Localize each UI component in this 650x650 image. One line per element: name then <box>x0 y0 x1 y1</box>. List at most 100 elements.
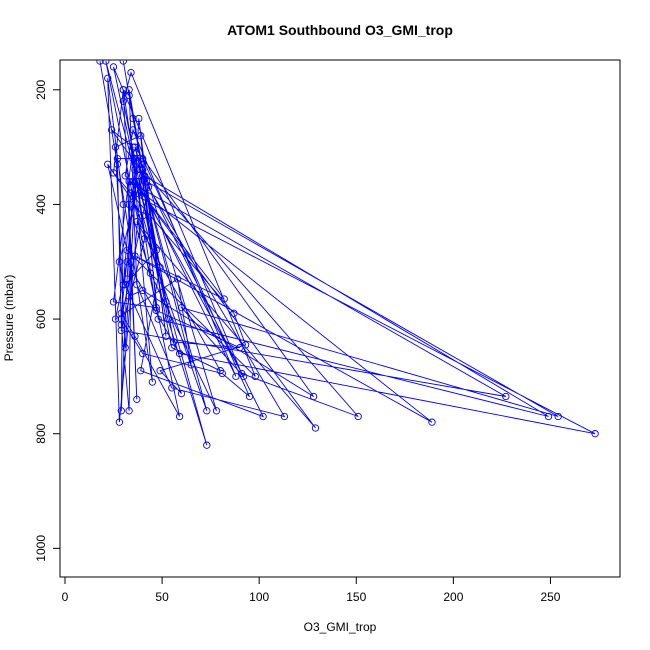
data-point <box>162 332 170 340</box>
data-point <box>156 367 164 375</box>
data-point <box>133 166 141 174</box>
data-point <box>354 412 362 421</box>
data-point <box>131 166 139 174</box>
data-point <box>173 275 182 283</box>
data-point <box>139 160 147 168</box>
data-point <box>139 172 147 180</box>
data-point <box>187 361 195 369</box>
data-point <box>129 143 137 151</box>
data-point <box>121 172 129 180</box>
data-point <box>232 372 240 381</box>
data-point <box>111 315 120 323</box>
data-point <box>117 309 125 317</box>
x-tick-label: 250 <box>540 590 560 604</box>
data-point <box>115 418 124 426</box>
data-point <box>104 74 112 82</box>
data-point <box>117 326 125 335</box>
data-point <box>168 384 176 392</box>
data-point <box>152 246 160 254</box>
data-point <box>131 332 139 340</box>
data-point <box>245 392 254 401</box>
data-point <box>170 338 178 346</box>
y-tick-label: 1000 <box>34 535 48 562</box>
data-point <box>96 60 104 65</box>
data-point <box>175 412 184 421</box>
data-point <box>140 235 149 243</box>
data-point <box>109 298 118 306</box>
data-point <box>123 258 131 266</box>
data-point <box>107 126 116 134</box>
chart-title: ATOM1 Southbound O3_GMI_trop <box>227 22 453 38</box>
data-point <box>127 189 135 197</box>
data-point <box>119 86 127 94</box>
data-point <box>230 309 238 317</box>
data-point <box>113 160 122 168</box>
data-point <box>311 424 320 432</box>
data-point <box>133 281 141 289</box>
data-point <box>251 372 259 381</box>
data-point <box>115 258 124 266</box>
data-point <box>428 418 436 426</box>
data-point <box>125 407 133 415</box>
data-point <box>133 149 141 157</box>
data-point <box>129 154 137 163</box>
data-point <box>203 441 211 449</box>
data-point <box>119 97 127 105</box>
data-point <box>544 412 553 421</box>
data-point <box>121 281 129 289</box>
y-tick-label: 400 <box>34 194 48 214</box>
data-point <box>139 166 147 174</box>
data-point <box>142 177 151 186</box>
data-point <box>203 407 211 415</box>
data-point <box>117 407 125 415</box>
y-tick-label: 600 <box>34 309 48 329</box>
data-point <box>280 412 289 421</box>
data-point <box>109 169 118 177</box>
data-point <box>135 177 143 186</box>
data-point <box>125 200 133 209</box>
data-point <box>216 367 224 375</box>
series-line <box>99 60 596 446</box>
y-tick-label: 800 <box>34 423 48 443</box>
data-point <box>139 286 147 295</box>
data-point <box>554 412 562 421</box>
data-point <box>139 349 147 358</box>
x-tick-label: 0 <box>62 590 69 604</box>
series-group <box>96 60 599 449</box>
data-point <box>131 252 139 260</box>
data-point <box>152 303 160 312</box>
data-point <box>121 344 129 352</box>
x-tick-label: 150 <box>346 590 366 604</box>
data-point <box>137 132 145 140</box>
data-point <box>177 303 186 312</box>
data-point <box>133 395 141 403</box>
x-tick-label: 50 <box>155 590 169 604</box>
y-axis: 200 400 600 800 1000 <box>34 79 61 562</box>
data-point <box>111 143 120 151</box>
data-point <box>109 63 118 71</box>
data-point <box>239 372 248 381</box>
data-point <box>123 246 131 254</box>
data-point <box>119 60 127 65</box>
data-point <box>212 407 221 415</box>
data-point <box>127 68 135 77</box>
data-point <box>119 281 127 289</box>
data-point <box>133 217 141 226</box>
x-tick-label: 200 <box>443 590 463 604</box>
data-point <box>125 91 133 100</box>
data-point <box>119 200 127 209</box>
data-point <box>502 392 510 401</box>
data-point <box>102 60 110 65</box>
data-point <box>146 269 155 277</box>
data-point <box>156 263 164 272</box>
data-point <box>220 295 228 303</box>
data-point <box>129 114 137 123</box>
data-point <box>175 349 184 358</box>
data-point <box>591 430 599 438</box>
data-point <box>241 341 250 349</box>
data-point <box>125 292 133 300</box>
data-point <box>154 315 162 323</box>
data-point <box>104 160 112 168</box>
data-point <box>152 306 160 315</box>
